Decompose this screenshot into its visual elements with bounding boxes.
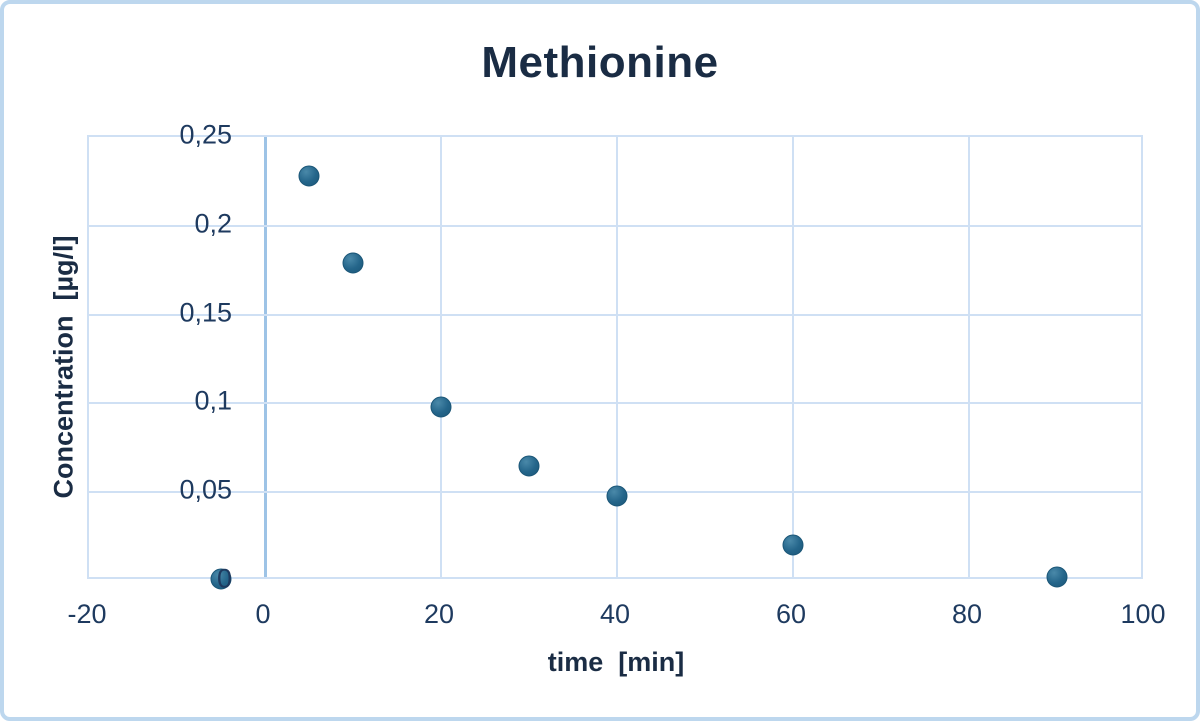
x-axis-tick-label: 60: [775, 599, 807, 629]
y-axis-tick-label: 0: [216, 563, 232, 594]
x-axis-tick-label: 100: [1120, 599, 1166, 629]
data-point-marker: [430, 396, 452, 418]
y-axis-tick-label: 0,15: [179, 297, 232, 328]
data-point-marker: [298, 165, 320, 187]
y-axis-tick-label: 0,25: [179, 119, 232, 150]
horizontal-gridline: [89, 224, 1141, 227]
y-axis-title: Concentration [µg/l]: [48, 235, 79, 499]
data-point-marker: [210, 568, 232, 590]
x-axis-title: time [min]: [547, 647, 685, 677]
plot-area: [87, 135, 1143, 590]
y-axis-tick-label: 0,05: [179, 474, 232, 505]
y-axis-tick-label: 0,1: [194, 385, 232, 416]
vertical-gridline: [792, 137, 794, 577]
x-axis-tick-label: 0: [255, 599, 271, 629]
vertical-gridline: [440, 137, 442, 577]
vertical-gridline: [616, 137, 618, 577]
data-point-marker: [606, 485, 628, 507]
y-axis-tick-label: 0,2: [194, 208, 232, 239]
chart-title: Methionine: [481, 38, 719, 87]
vertical-gridline: [968, 137, 970, 577]
data-point-marker: [1046, 566, 1068, 588]
x-axis-tick-label: 40: [599, 599, 631, 629]
data-point-marker: [518, 455, 540, 477]
horizontal-gridline: [89, 402, 1141, 405]
x-axis-tick-label: -20: [67, 599, 107, 629]
horizontal-gridline: [89, 313, 1141, 316]
data-point-marker: [342, 252, 364, 274]
y-axis-zero-line: [263, 137, 267, 577]
data-point-marker: [782, 534, 804, 556]
x-axis-tick-label: 80: [951, 599, 983, 629]
x-axis-tick-label: 20: [423, 599, 455, 629]
